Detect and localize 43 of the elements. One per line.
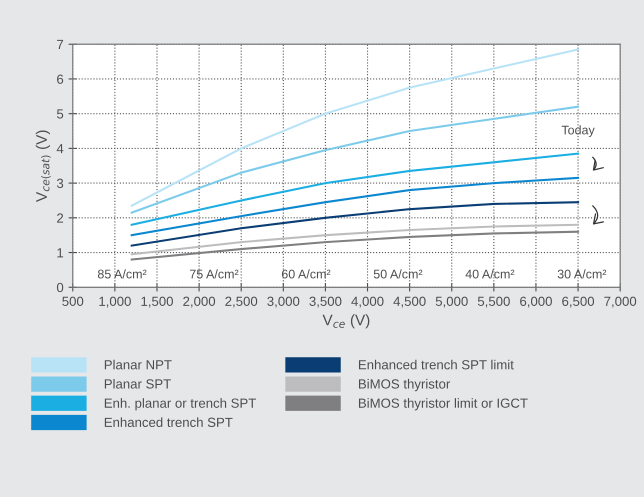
annotation: 30 A/cm² [558,269,606,278]
y-tick-label: 5 [56,109,64,119]
line-series [130,201,580,247]
legend-label: Planar SPT [104,378,171,389]
x-tick-label: 5,500 [478,296,510,308]
line-series [130,230,580,261]
x-tick-label: 3,000 [267,296,300,308]
x-tick-label: 1,500 [141,296,173,308]
line-series [130,224,580,256]
x-tick-label: 1,000 [99,296,131,308]
annotation: 50 A/cm² [374,269,422,278]
legend-label: BiMOS thyristor limit or IGCT [358,398,528,410]
x-tick-label: 4,000 [351,296,384,308]
annotation: 85 A/cm² [98,269,146,278]
y-tick-label: 7 [57,40,64,50]
legend-label: Enhanced trench SPT [104,417,233,428]
line-series [130,152,580,226]
annotation: 40 A/cm² [466,269,514,278]
x-tick-label: 5,000 [436,296,468,308]
y-axis-title: V$_{ce(sat)}$ (V) [36,130,51,202]
x-tick-label: 6,000 [520,296,552,308]
legend-label: BiMOS thyristor [358,378,450,392]
legend-label: Planar NPT [104,360,172,370]
x-tick-label: 4,500 [393,296,426,308]
annotation: Today [562,125,595,137]
x-tick-label: 2,000 [183,296,216,308]
legend-label: Enh. planar or trench SPT [104,398,256,410]
x-axis-title: V$_{ce}$ (V) [322,314,370,328]
y-tick-label: 1 [57,248,64,258]
x-tick-label: 7,000 [604,296,636,308]
annotation: 60 A/cm² [282,269,330,278]
annotation: 75 A/cm² [190,269,238,278]
x-tick-label: 500 [62,296,84,306]
y-tick-label: 2 [57,213,64,223]
line-series [130,176,580,236]
x-tick-label: 6,500 [562,296,594,308]
y-tick-label: 6 [57,74,64,84]
y-tick-label: 0 [56,282,64,292]
y-tick-label: 3 [56,178,64,188]
x-tick-label: 3,500 [309,296,342,308]
y-tick-label: 4 [56,144,64,154]
x-tick-label: 2,500 [225,296,258,308]
legend-label: Enhanced trench SPT limit [358,360,514,370]
